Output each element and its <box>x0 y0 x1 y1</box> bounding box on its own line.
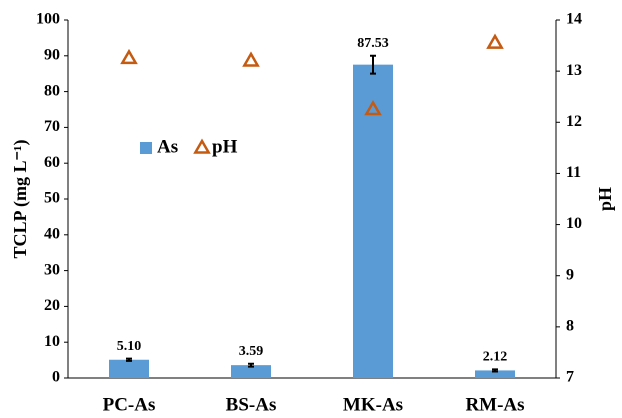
marker <box>486 33 504 49</box>
bar <box>231 365 271 378</box>
bar <box>353 64 393 378</box>
marker <box>120 48 138 65</box>
error-bar <box>492 368 498 373</box>
error-bar <box>370 54 376 75</box>
y2-tick-label: 7 <box>566 369 574 386</box>
x-tick-label: PC-As <box>103 394 156 415</box>
y2-tick-label: 9 <box>566 266 574 283</box>
value-label: 87.53 <box>357 36 389 51</box>
y-tick-label: 100 <box>36 11 60 28</box>
x-tick-label: BS-As <box>226 394 277 415</box>
marker <box>242 51 260 67</box>
error-bar <box>126 357 132 362</box>
y-axis-label: TCLP (mg L⁻¹) <box>10 140 31 259</box>
y-tick-label: 30 <box>44 261 60 278</box>
y2-tick-label: 14 <box>566 11 582 28</box>
legend-marker <box>193 138 211 154</box>
legend-swatch <box>140 142 152 154</box>
legend-label: pH <box>212 136 238 157</box>
marker <box>364 99 382 116</box>
y-tick-label: 20 <box>44 297 60 314</box>
y-tick-label: 80 <box>44 82 60 99</box>
y-tick-label: 90 <box>44 46 60 63</box>
y-tick-label: 50 <box>44 190 60 207</box>
y-tick-label: 10 <box>44 333 60 350</box>
y2-tick-label: 8 <box>566 318 574 335</box>
y2-axis-label: pH <box>595 187 615 211</box>
y-tick-label: 70 <box>44 118 60 135</box>
bar <box>109 359 149 378</box>
value-label: 2.12 <box>483 350 508 365</box>
y2-tick-label: 13 <box>566 62 582 79</box>
value-label: 3.59 <box>239 344 264 359</box>
y-tick-label: 40 <box>44 225 60 242</box>
y2-tick-label: 11 <box>566 164 581 181</box>
y2-tick-label: 12 <box>566 113 582 130</box>
bar <box>475 370 515 378</box>
y-tick-label: 0 <box>52 369 60 386</box>
value-label: 5.10 <box>117 339 142 354</box>
x-tick-label: MK-As <box>343 394 403 415</box>
y-tick-label: 60 <box>44 154 60 171</box>
x-tick-label: RM-As <box>465 394 524 415</box>
legend-label: As <box>157 136 178 157</box>
y2-tick-label: 10 <box>566 215 582 232</box>
error-bar <box>248 362 254 368</box>
